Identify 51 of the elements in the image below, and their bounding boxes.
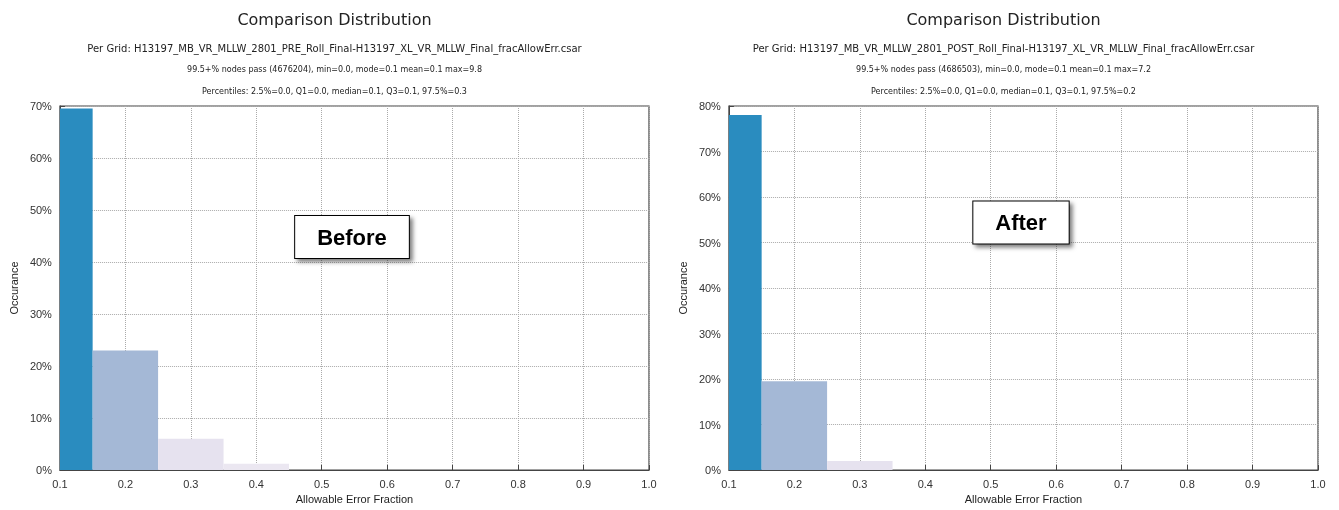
- x-axis-title: Allowable Error Fraction: [295, 493, 414, 506]
- y-tick-label: 70%: [698, 145, 722, 158]
- y-tick-label: 60%: [29, 152, 53, 164]
- chart-subtitle: Per Grid: H13197_MB_VR_MLLW_2801_POST_Roll_Final-H13197_XL_VR_MLLW_Final_fracAllowErr.csar: [752, 42, 1256, 55]
- annotation: Before: [317, 224, 387, 250]
- x-tick-label: 0.6: [379, 477, 395, 490]
- x-tick-label: 0.1: [721, 477, 737, 490]
- x-tick-label: 0.4: [248, 477, 264, 490]
- x-tick-label: 0.9: [1244, 477, 1261, 490]
- y-tick-label: 60%: [698, 191, 722, 203]
- x-tick-label: 0.7: [1113, 477, 1130, 490]
- x-tick-label: 0.5: [983, 477, 999, 490]
- x-tick-label: 0.7: [444, 477, 461, 490]
- y-tick-label: 20%: [29, 360, 53, 372]
- x-tick-label: 0.3: [183, 477, 199, 490]
- x-axis-title: Allowable Error Fraction: [964, 493, 1083, 506]
- x-tick-label: 0.9: [575, 477, 592, 490]
- y-tick-label: 0%: [705, 464, 722, 476]
- x-tick-label: 0.3: [852, 477, 868, 490]
- chart-subtitle: Per Grid: H13197_MB_VR_MLLW_2801_PRE_Roll_Final-H13197_XL_VR_MLLW_Final_fracAllowErr.csar: [87, 42, 583, 55]
- y-tick-label: 10%: [698, 418, 722, 431]
- text: 99.5+% nodes pass (4676204), min=0.0, mode=0.1 mean=0.1 max=9.8: [187, 64, 482, 74]
- y-axis-title: Occurance: [7, 261, 20, 315]
- text: Percentiles: 2.5%=0.0, Q1=0.0, median=0.1, Q3=0.1, 97.5%=0.3: [202, 86, 467, 96]
- annotation: After: [995, 209, 1048, 235]
- y-tick-label: 50%: [698, 236, 722, 249]
- x-tick-label: 0.8: [1179, 477, 1195, 490]
- y-tick-label: 50%: [29, 204, 53, 216]
- y-tick-label: 40%: [29, 256, 53, 268]
- x-tick-label: 1.0: [641, 477, 657, 490]
- y-tick-label: 70%: [29, 100, 53, 112]
- y-tick-label: 40%: [698, 282, 722, 294]
- chart-title: Comparison Distribution: [906, 9, 1101, 29]
- x-tick-label: 0.2: [117, 477, 134, 490]
- x-tick-label: 0.6: [1048, 477, 1064, 490]
- y-axis-title: Occurance: [676, 261, 689, 315]
- y-tick-label: 30%: [29, 308, 53, 320]
- y-tick-label: 20%: [698, 373, 722, 385]
- x-tick-label: 0.5: [314, 477, 330, 490]
- x-tick-label: 0.1: [52, 477, 68, 490]
- text: 99.5+% nodes pass (4686503), min=0.0, mode=0.1 mean=0.1 max=7.2: [856, 64, 1151, 74]
- y-tick-label: 0%: [36, 464, 53, 476]
- x-tick-label: 0.2: [786, 477, 803, 490]
- y-tick-label: 80%: [698, 100, 722, 112]
- x-tick-label: 0.8: [510, 477, 526, 490]
- y-tick-label: 30%: [698, 327, 722, 340]
- x-tick-label: 1.0: [1310, 477, 1326, 490]
- text: Percentiles: 2.5%=0.0, Q1=0.0, median=0.1, Q3=0.1, 97.5%=0.2: [871, 86, 1136, 96]
- chart-title: Comparison Distribution: [237, 9, 432, 29]
- y-tick-label: 10%: [29, 412, 53, 424]
- x-tick-label: 0.4: [917, 477, 933, 490]
